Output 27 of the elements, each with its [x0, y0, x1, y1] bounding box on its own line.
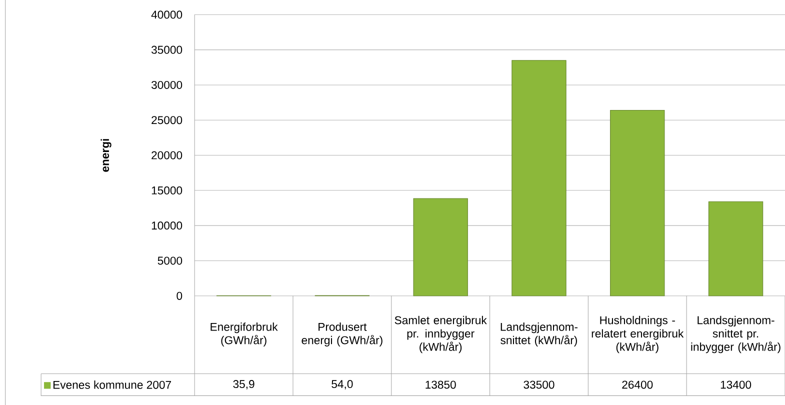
- data-label: 54,0: [332, 380, 353, 390]
- bar: [708, 201, 764, 296]
- data-label: 13850: [426, 380, 456, 389]
- x-tick-label: Energiforbruk (GWh/år): [210, 322, 278, 346]
- y-tick-label: 30000: [151, 80, 182, 89]
- x-tick-label: Landsgjennom-snittet pr. inbygger (kWh/år): [691, 316, 780, 354]
- data-label: 35,9: [233, 380, 254, 390]
- y-tick-label: 40000: [151, 10, 182, 19]
- bar: [512, 60, 566, 296]
- x-tick-label: Landsgjennom-snittet (kWh/år): [500, 322, 578, 346]
- y-tick-label: 10000: [152, 221, 182, 230]
- y-axis-title: energi: [100, 139, 112, 172]
- data-label: 13400: [720, 380, 752, 389]
- data-label: 33500: [524, 380, 554, 389]
- y-tick-label: 35000: [151, 46, 182, 54]
- y-tick-label: 15000: [152, 186, 182, 194]
- bar: [610, 110, 665, 296]
- bar: [413, 198, 468, 296]
- y-tick-label: 25000: [152, 116, 182, 124]
- x-tick-label: Samlet energibruk pr. innbygger (kWh/år): [394, 316, 487, 354]
- y-tick-label: 0: [176, 292, 182, 300]
- y-tick-label: 20000: [152, 151, 182, 160]
- x-tick-label: Husholdnings - relatert energibruk (kWh/år): [592, 316, 684, 354]
- data-label: 26400: [622, 380, 653, 389]
- y-tick-label: 5000: [158, 256, 182, 265]
- legend-label: Evenes kommune 2007: [53, 380, 171, 389]
- x-tick-label: Produsert energi (GWh/år): [302, 322, 382, 346]
